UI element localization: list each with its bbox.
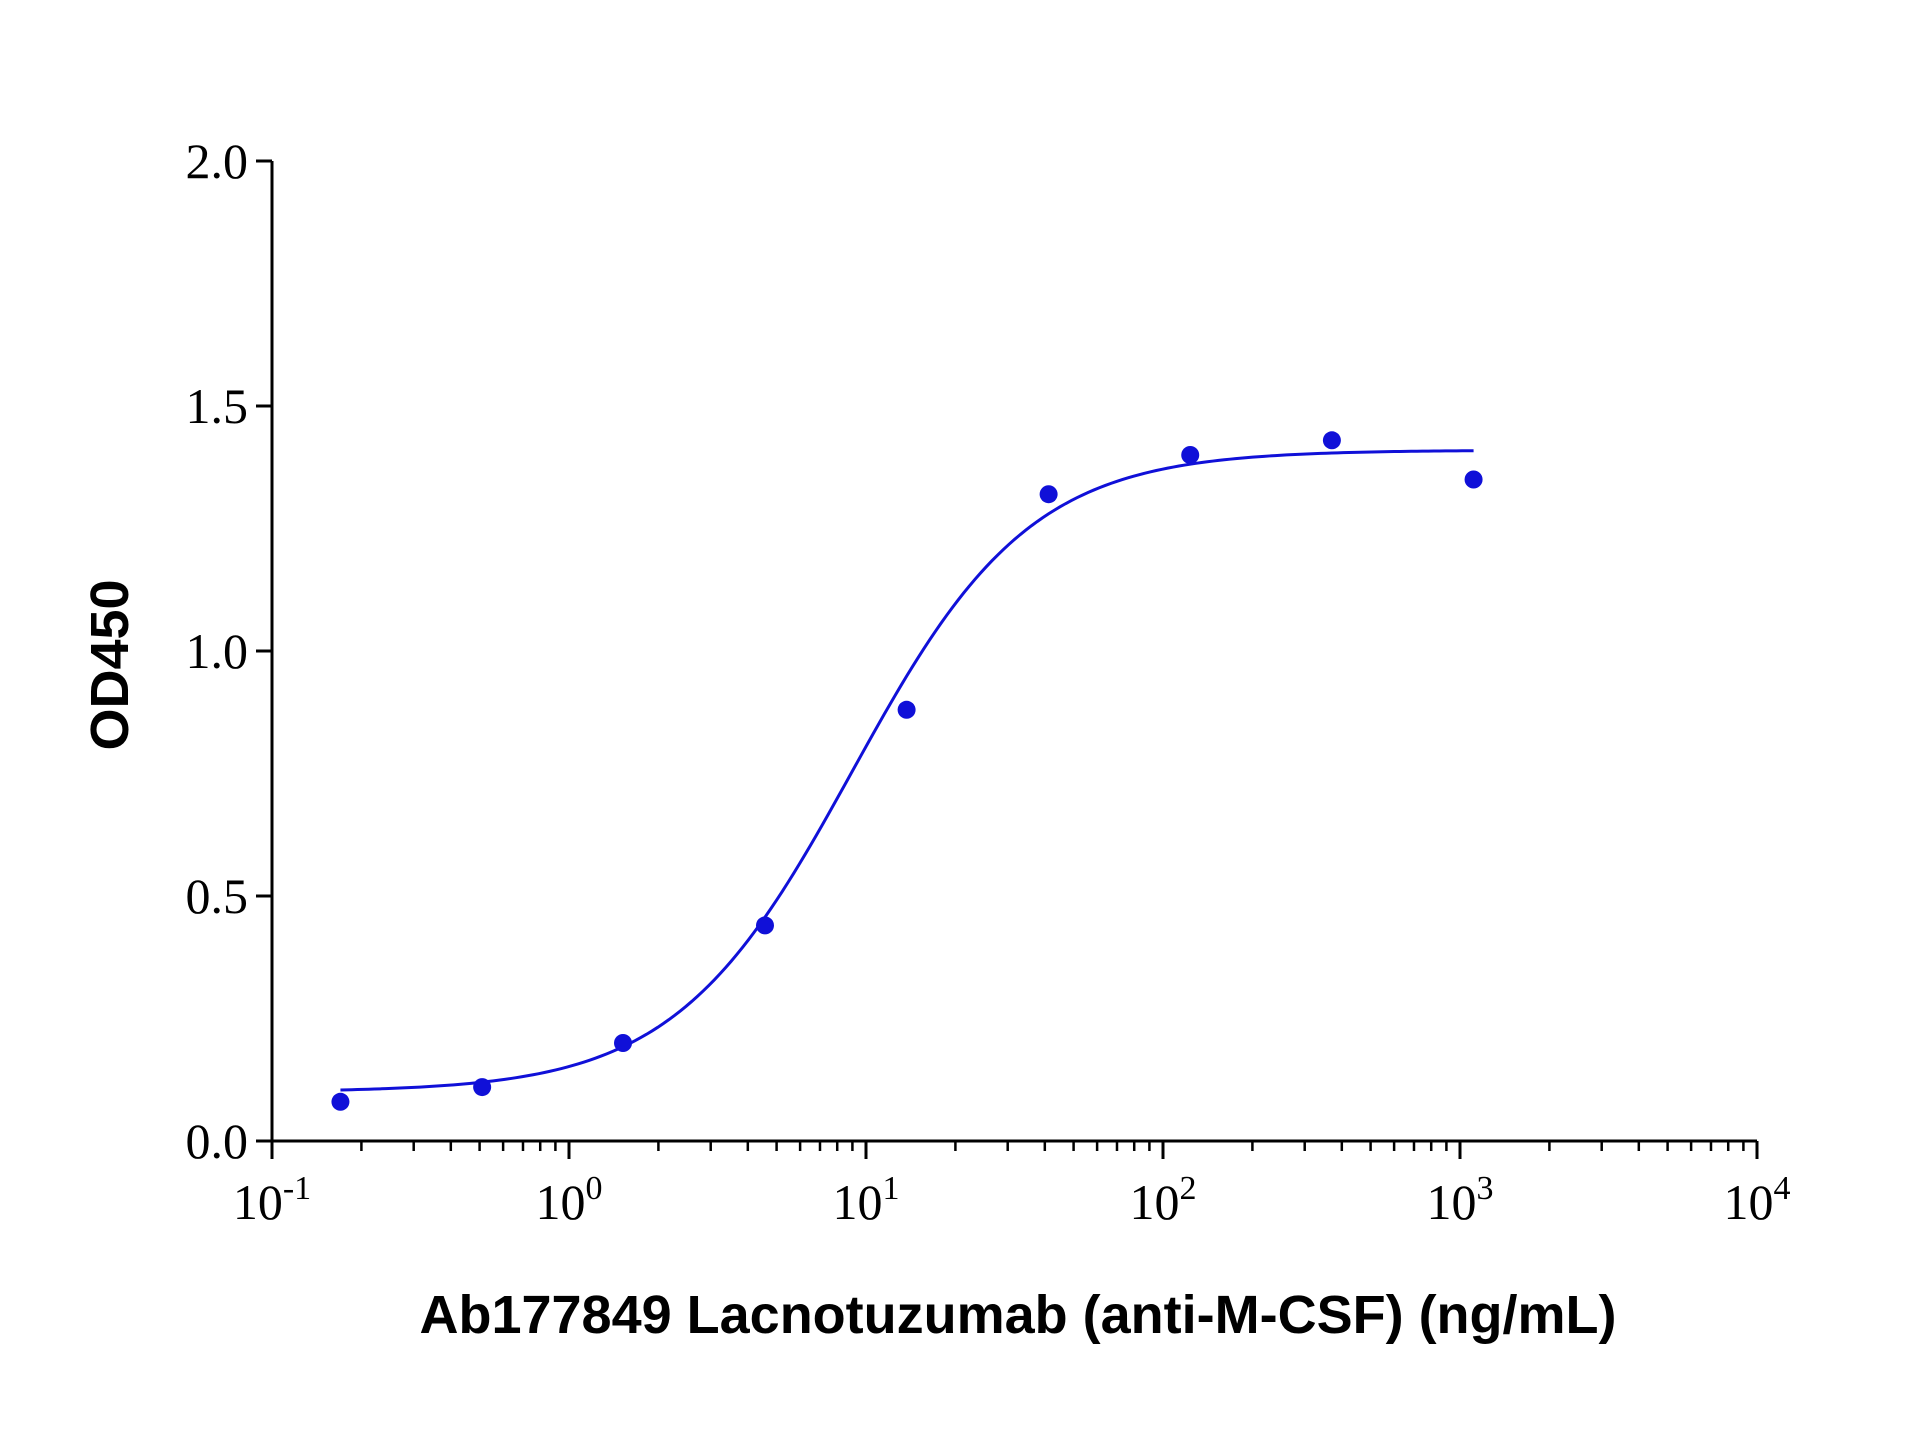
- data-point: [897, 700, 916, 719]
- y-tick-label: 1.0: [186, 623, 249, 679]
- fit-curve-layer: [340, 449, 1474, 1092]
- ticks: 0.0 0.5 1.0 1.5 2.0 10-1 100 101 102 103 104: [186, 133, 1791, 1230]
- fit-curve: [340, 449, 1474, 1092]
- data-point: [1464, 470, 1483, 489]
- x-tick-label: 100: [536, 1170, 603, 1230]
- x-tick-label: 104: [1724, 1170, 1791, 1230]
- x-tick-label: 10-1: [233, 1170, 311, 1230]
- data-point: [331, 1092, 350, 1111]
- data-point: [1181, 446, 1200, 464]
- x-axis-title: Ab177849 Lacnotuzumab (anti-M-CSF) (ng/m…: [419, 1285, 1616, 1345]
- y-tick-label: 0.5: [186, 868, 249, 924]
- data-point: [614, 1034, 633, 1052]
- data-point: [1039, 485, 1058, 504]
- axes: [270, 161, 1757, 1143]
- y-tick-label: 1.5: [186, 378, 249, 434]
- y-tick-label: 2.0: [186, 133, 249, 189]
- x-tick-label: 102: [1130, 1170, 1197, 1230]
- y-axis-title: OD450: [80, 579, 140, 750]
- y-tick-label: 0.0: [186, 1113, 249, 1169]
- data-points-layer: [331, 431, 1483, 1111]
- data-point: [473, 1078, 492, 1097]
- x-tick-label: 101: [833, 1170, 900, 1230]
- data-point: [755, 916, 774, 935]
- data-point: [1322, 431, 1341, 450]
- x-tick-label: 103: [1427, 1170, 1494, 1230]
